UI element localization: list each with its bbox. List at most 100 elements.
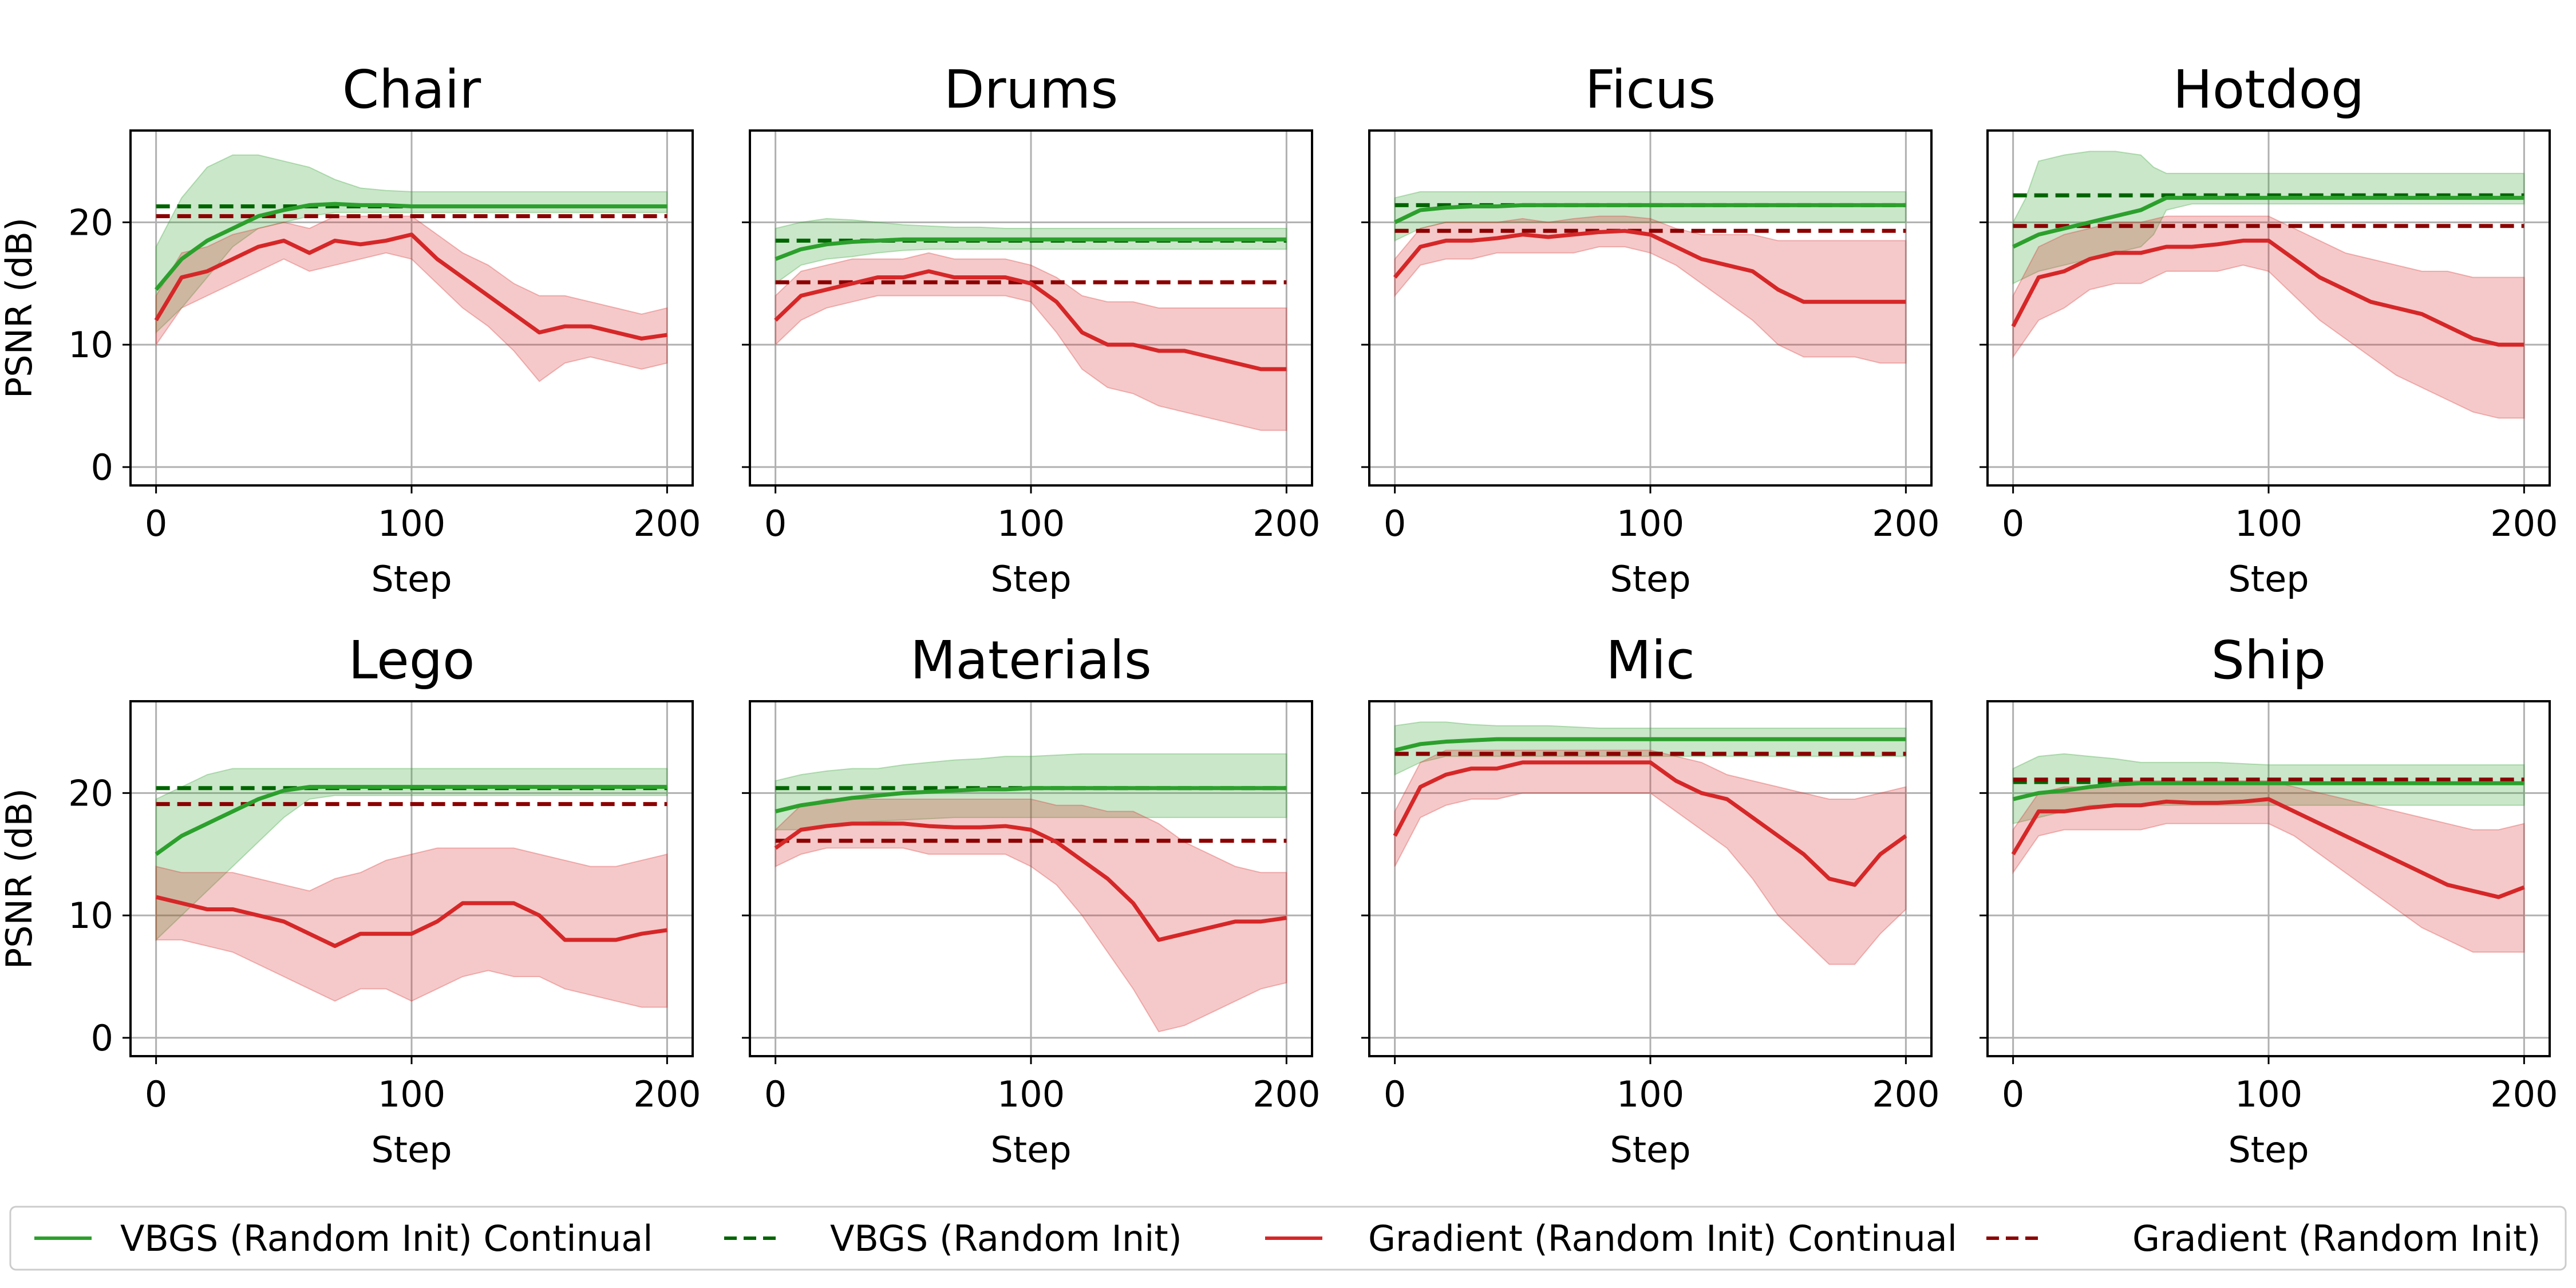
subplot-ficus: Ficus 0 100 200 Step — [1361, 59, 1940, 600]
grid-lines — [1369, 131, 1931, 485]
subplot-ship: Ship 0 100 200 Step — [1980, 630, 2558, 1171]
gradient-continual-band — [155, 847, 668, 1008]
x-axis-label: Step — [990, 1129, 1071, 1171]
gradient-continual-band — [775, 252, 1287, 431]
x-tick-label: 200 — [1253, 503, 1320, 544]
x-tick-label: 0 — [764, 503, 787, 544]
grid-lines — [1988, 131, 2550, 485]
x-tick-label: 0 — [2002, 1073, 2024, 1115]
subplot-title: Lego — [349, 630, 475, 691]
grid-lines — [131, 131, 693, 485]
x-tick-label: 100 — [1617, 503, 1684, 544]
subplot-title: Materials — [910, 630, 1152, 691]
x-tick-label: 100 — [997, 503, 1065, 544]
y-tick-label: 20 — [68, 772, 113, 814]
gradient-continual-line — [2011, 797, 2525, 899]
vbgs-continual-line — [775, 237, 1287, 261]
y-tick-label: 0 — [91, 447, 113, 488]
grid-lines — [750, 131, 1312, 485]
x-axis-label: Step — [990, 558, 1071, 600]
gradient-continual-line — [1393, 228, 1906, 304]
subplot-drums: Drums 0 100 200 Step — [742, 59, 1321, 600]
x-axis-label: Step — [371, 1129, 452, 1171]
y-tick-label: 10 — [68, 895, 113, 937]
gradient-continual-line — [1393, 760, 1907, 887]
y-tick-label: 0 — [91, 1017, 113, 1059]
subplot-title: Chair — [342, 59, 481, 120]
legend: VBGS (Random Init) Continual VBGS (Rando… — [9, 1206, 2567, 1271]
legend-item-vbgs-ref: VBGS (Random Init) — [724, 1218, 1182, 1259]
x-axis-label: Step — [371, 558, 452, 600]
x-tick-label: 100 — [378, 1073, 445, 1115]
legend-label-gradient-continual: Gradient (Random Init) Continual — [1368, 1218, 1957, 1259]
grid-lines — [1369, 701, 1931, 1056]
x-tick-label: 0 — [145, 1073, 167, 1115]
subplot-title: Ship — [2211, 630, 2326, 691]
x-tick-label: 200 — [2490, 1073, 2558, 1115]
gradient-continual-band — [1394, 215, 1907, 364]
gradient-continual-line — [774, 821, 1287, 942]
vbgs-continual-line — [775, 786, 1287, 813]
vbgs-continual-band — [775, 218, 1287, 285]
vbgs-continual-band — [155, 768, 668, 942]
x-tick-label: 200 — [1872, 1073, 1939, 1115]
x-tick-label: 200 — [2490, 503, 2558, 544]
x-axis-label: Step — [1610, 1129, 1690, 1171]
subplot-title: Drums — [944, 59, 1119, 120]
x-tick-label: 0 — [1384, 1073, 1406, 1115]
vbgs-continual-line — [1394, 737, 1906, 752]
x-tick-label: 200 — [633, 503, 701, 544]
x-tick-label: 0 — [764, 1073, 787, 1115]
plot-area — [1393, 191, 1907, 364]
grid-lines — [131, 701, 693, 1056]
legend-label-vbgs-ref: VBGS (Random Init) — [830, 1218, 1182, 1259]
subplot-chair: Chair 0 100 200 0 10 20 Step PSNR (dB) — [0, 59, 701, 600]
vbgs-continual-band — [155, 154, 668, 334]
grid-lines — [750, 701, 1312, 1056]
plot-area — [774, 753, 1287, 1033]
gradient-continual-band — [775, 799, 1287, 1033]
x-axis-label: Step — [2228, 558, 2309, 600]
x-tick-label: 0 — [2002, 503, 2024, 544]
x-tick-label: 100 — [997, 1073, 1065, 1115]
subplot-title: Mic — [1606, 630, 1695, 691]
plot-area — [774, 218, 1287, 431]
x-tick-label: 200 — [1872, 503, 1939, 544]
gradient-continual-line — [774, 269, 1287, 372]
y-tick-label: 10 — [68, 324, 113, 366]
vbgs-continual-line — [154, 202, 667, 291]
x-tick-label: 200 — [1253, 1073, 1320, 1115]
x-axis-label: Step — [2228, 1129, 2309, 1171]
x-axis-label: Step — [1610, 558, 1690, 600]
legend-label-gradient-ref: Gradient (Random Init) — [2132, 1218, 2541, 1259]
gradient-continual-line — [155, 895, 667, 949]
gradient-continual-band — [1394, 749, 1907, 965]
gradient-continual-line — [154, 232, 667, 341]
vbgs-continual-line — [155, 785, 667, 856]
x-tick-label: 100 — [378, 503, 445, 544]
plot-area — [155, 768, 668, 1008]
x-tick-label: 0 — [145, 503, 167, 544]
x-tick-label: 100 — [2235, 503, 2302, 544]
x-tick-label: 0 — [1384, 503, 1406, 544]
y-axis-label: PSNR (dB) — [0, 788, 40, 969]
y-axis-label: PSNR (dB) — [0, 218, 40, 398]
subplot-materials: Materials 0 100 200 Step — [742, 630, 1321, 1171]
vbgs-continual-line — [1394, 203, 1906, 224]
gradient-continual-line — [2011, 238, 2524, 347]
vbgs-continual-line — [2012, 196, 2524, 249]
subplot-lego: Lego 0 100 200 0 10 20 Step PSNR (dB) — [0, 630, 701, 1171]
legend-item-gradient-continual: Gradient (Random Init) Continual — [1265, 1218, 1957, 1259]
legend-item-gradient-ref: Gradient (Random Init) — [1986, 1218, 2541, 1259]
plot-area — [2011, 753, 2525, 953]
vbgs-continual-band — [775, 753, 1287, 831]
subplot-mic: Mic 0 100 200 Step — [1361, 630, 1940, 1171]
subplot-title: Ficus — [1585, 59, 1716, 120]
x-tick-label: 200 — [633, 1073, 701, 1115]
gradient-continual-band — [2012, 215, 2525, 419]
legend-label-vbgs-continual: VBGS (Random Init) Continual — [120, 1218, 653, 1259]
plot-area — [2011, 151, 2525, 419]
vbgs-continual-band — [1394, 721, 1907, 776]
